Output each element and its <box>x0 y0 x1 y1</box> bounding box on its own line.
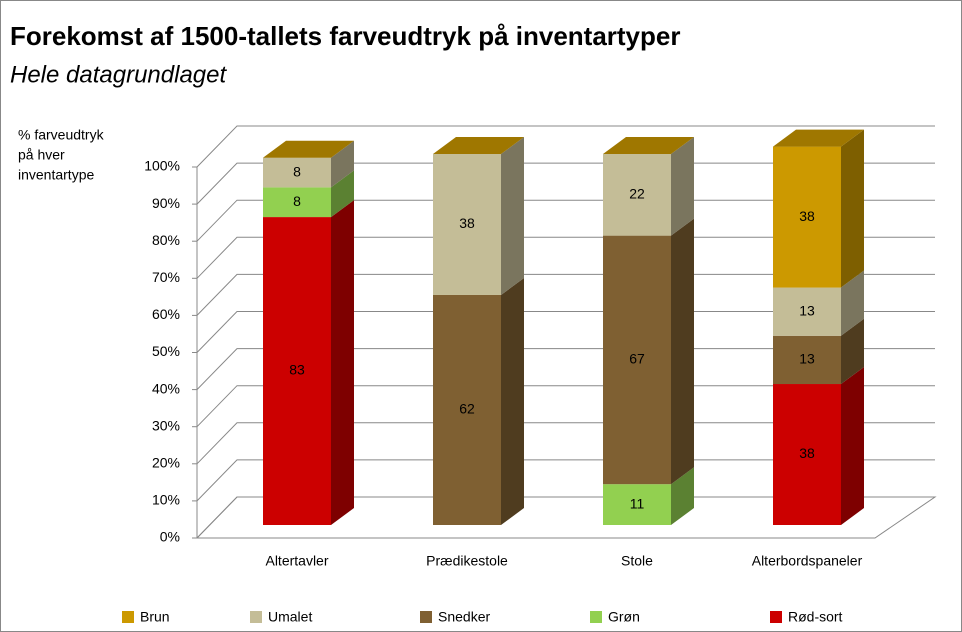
grid-line <box>196 273 935 316</box>
legend-label: Umalet <box>268 609 312 625</box>
bar-segment <box>603 154 671 236</box>
bar-side <box>501 137 524 295</box>
x-tick-label: Alterbordspaneler <box>752 553 863 569</box>
grid-line <box>196 125 935 168</box>
data-label: 8 <box>293 193 301 209</box>
grid-line <box>196 311 935 353</box>
data-label: 38 <box>799 445 815 461</box>
legend-label: Rød-sort <box>788 609 843 625</box>
data-label: 22 <box>629 186 645 202</box>
data-label: 11 <box>630 495 645 511</box>
x-tick-label: Stole <box>621 553 653 569</box>
data-label: 67 <box>629 351 645 367</box>
y-tick-label: 70% <box>152 269 180 285</box>
bar-side <box>841 367 864 525</box>
legend-swatch <box>420 611 432 623</box>
bar-top <box>433 137 524 154</box>
legend-swatch <box>122 611 134 623</box>
bar-segment <box>773 146 841 288</box>
bar-segment <box>433 294 501 525</box>
y-tick-label: 40% <box>152 380 180 396</box>
chart-title: Forekomst af 1500-tallets farveudtryk på… <box>10 21 680 51</box>
grid-line <box>196 199 935 242</box>
legend-label: Grøn <box>608 609 640 625</box>
x-tick-label: Prædikestole <box>426 553 508 569</box>
legend-swatch <box>590 611 602 623</box>
grid-line <box>196 422 935 465</box>
grid-line <box>196 236 935 279</box>
chart-subtitle: Hele datagrundlaget <box>10 61 227 88</box>
y-axis-label: på hver <box>18 147 65 163</box>
y-axis-label: inventartype <box>18 167 94 183</box>
y-tick-label: 90% <box>152 195 180 211</box>
bar-side <box>501 277 524 525</box>
bar-side <box>671 218 694 485</box>
grid-line <box>196 162 935 205</box>
bar-segment <box>433 154 501 295</box>
grid-line <box>196 385 935 428</box>
bar-top <box>263 140 354 158</box>
y-tick-label: 80% <box>152 232 180 248</box>
data-label: 8 <box>293 163 301 179</box>
grid-line <box>196 348 935 390</box>
y-tick-label: 100% <box>144 158 180 174</box>
grid-line <box>196 496 935 539</box>
y-tick-label: 20% <box>152 455 180 471</box>
data-label: 38 <box>799 208 815 224</box>
y-tick-label: 50% <box>152 343 180 359</box>
bar-segment <box>773 384 841 525</box>
legend-label: Brun <box>140 609 170 625</box>
data-label: 13 <box>799 302 815 318</box>
bar-top <box>603 137 694 154</box>
bar-top <box>773 129 864 147</box>
data-label: 13 <box>799 351 815 367</box>
data-label: 38 <box>459 215 475 231</box>
y-axis-label: % farveudtryk <box>18 127 105 143</box>
legend-swatch <box>250 611 262 623</box>
bar-segment <box>773 335 841 385</box>
bar-segment <box>263 187 331 218</box>
bar-side <box>841 129 864 288</box>
y-tick-label: 10% <box>152 492 180 508</box>
bar-segment <box>773 287 841 336</box>
legend-label: Snedker <box>438 609 490 625</box>
bar-side <box>331 140 354 188</box>
legend-swatch <box>770 611 782 623</box>
bar-side <box>331 200 354 525</box>
bar-segment <box>263 217 331 525</box>
y-tick-label: 60% <box>152 306 180 322</box>
bar-side <box>841 270 864 336</box>
x-tick-label: Altertavler <box>265 553 328 569</box>
data-label: 62 <box>459 401 475 417</box>
data-label: 83 <box>289 362 305 378</box>
bar-side <box>331 170 354 218</box>
bar-side <box>841 318 864 385</box>
bar-side <box>671 137 694 236</box>
y-tick-label: 30% <box>152 417 180 433</box>
y-tick-label: 0% <box>160 529 180 545</box>
bar-segment <box>263 157 331 188</box>
bar-segment <box>603 484 671 525</box>
grid-line <box>196 459 935 502</box>
bar-side <box>671 467 694 525</box>
bar-segment <box>603 235 671 485</box>
